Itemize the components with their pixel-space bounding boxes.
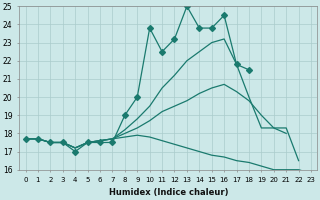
- X-axis label: Humidex (Indice chaleur): Humidex (Indice chaleur): [108, 188, 228, 197]
